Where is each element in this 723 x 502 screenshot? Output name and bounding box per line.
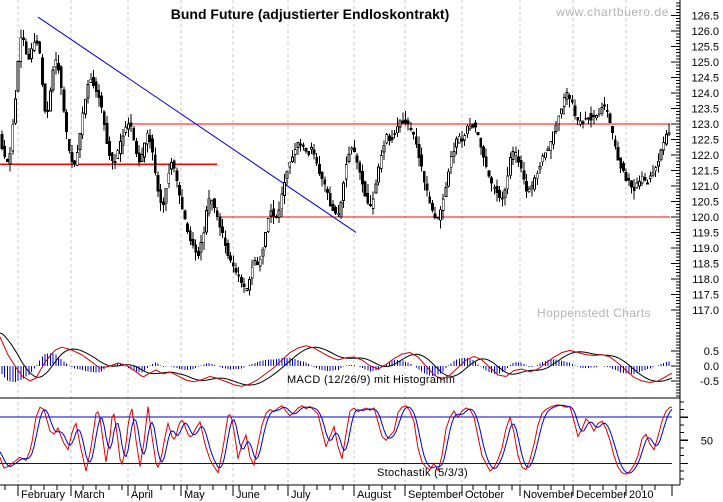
macd-line [0,336,673,387]
grid-layer [17,0,627,485]
price-axis-label: 119.0 [692,243,719,255]
month-label: August [357,489,391,501]
month-label: March [74,489,105,501]
price-axis-label: 126.5 [691,10,719,22]
month-label: October [465,489,504,501]
month-label: December [576,489,627,501]
price-axis-label: 126.0 [691,26,719,38]
macd-axis-label: 0.5 [704,346,719,358]
price-axis-label: 119.5 [692,227,719,239]
price-axis-label: 118.0 [692,274,719,286]
macd-axis-label: -0.5 [700,376,719,388]
candles-layer [0,29,671,296]
price-axis-label: 125.0 [691,57,719,69]
month-label: September [408,489,462,501]
price-axis-label: 123.5 [691,103,719,115]
month-label: 2010 [629,489,653,501]
month-label: May [184,489,205,501]
branding-text: Hoppenstedt Charts [537,306,651,320]
price-axis-label: 121.0 [691,181,719,193]
stoch-d-line [0,404,673,474]
price-axis: 126.5 126.0 125.5 125.0 124.5 124.0 123.5 123.0… [671,2,719,330]
month-label: June [236,489,260,501]
price-axis-label: 125.5 [691,41,719,53]
stoch-axis-label: 50 [701,435,713,447]
chart-title: Bund Future (adjustierter Endloskontrakt… [170,6,450,22]
month-label: April [131,489,153,501]
macd-axis-label: 0.0 [704,361,719,373]
frame [0,0,681,486]
price-axis-label: 117.0 [692,305,719,317]
stoch-axis: 50 [680,401,713,480]
price-axis-label: 118.5 [692,258,719,270]
macd-panel-label: MACD (12/26/9) mit Histogramm [287,374,456,386]
month-label: July [291,489,311,501]
macd-axis: 0.5 0.0 -0.5 [671,332,719,397]
month-label: February [21,489,66,501]
price-axis-label: 120.0 [691,212,719,224]
watermark-text: www.chartbuero.de [556,5,669,19]
macd-histogram [1,353,670,382]
month-label: November [523,489,574,501]
price-axis-label: 122.0 [691,150,719,162]
price-axis-label: 122.5 [691,134,719,146]
trendline [37,16,357,233]
price-axis-label: 124.5 [691,72,719,84]
stochastik-panel-label: Stochastik (5/3/3) [377,467,468,479]
price-axis-label: 121.5 [691,165,719,177]
price-axis-label: 117.5 [692,289,719,301]
price-axis-label: 124.0 [691,88,719,100]
price-axis-label: 123.0 [691,119,719,131]
x-axis: February March April May June July August Septe… [4,485,673,501]
support-resistance-lines [0,123,670,218]
price-axis-label: 120.5 [691,196,719,208]
macd-signal-line [0,332,673,386]
